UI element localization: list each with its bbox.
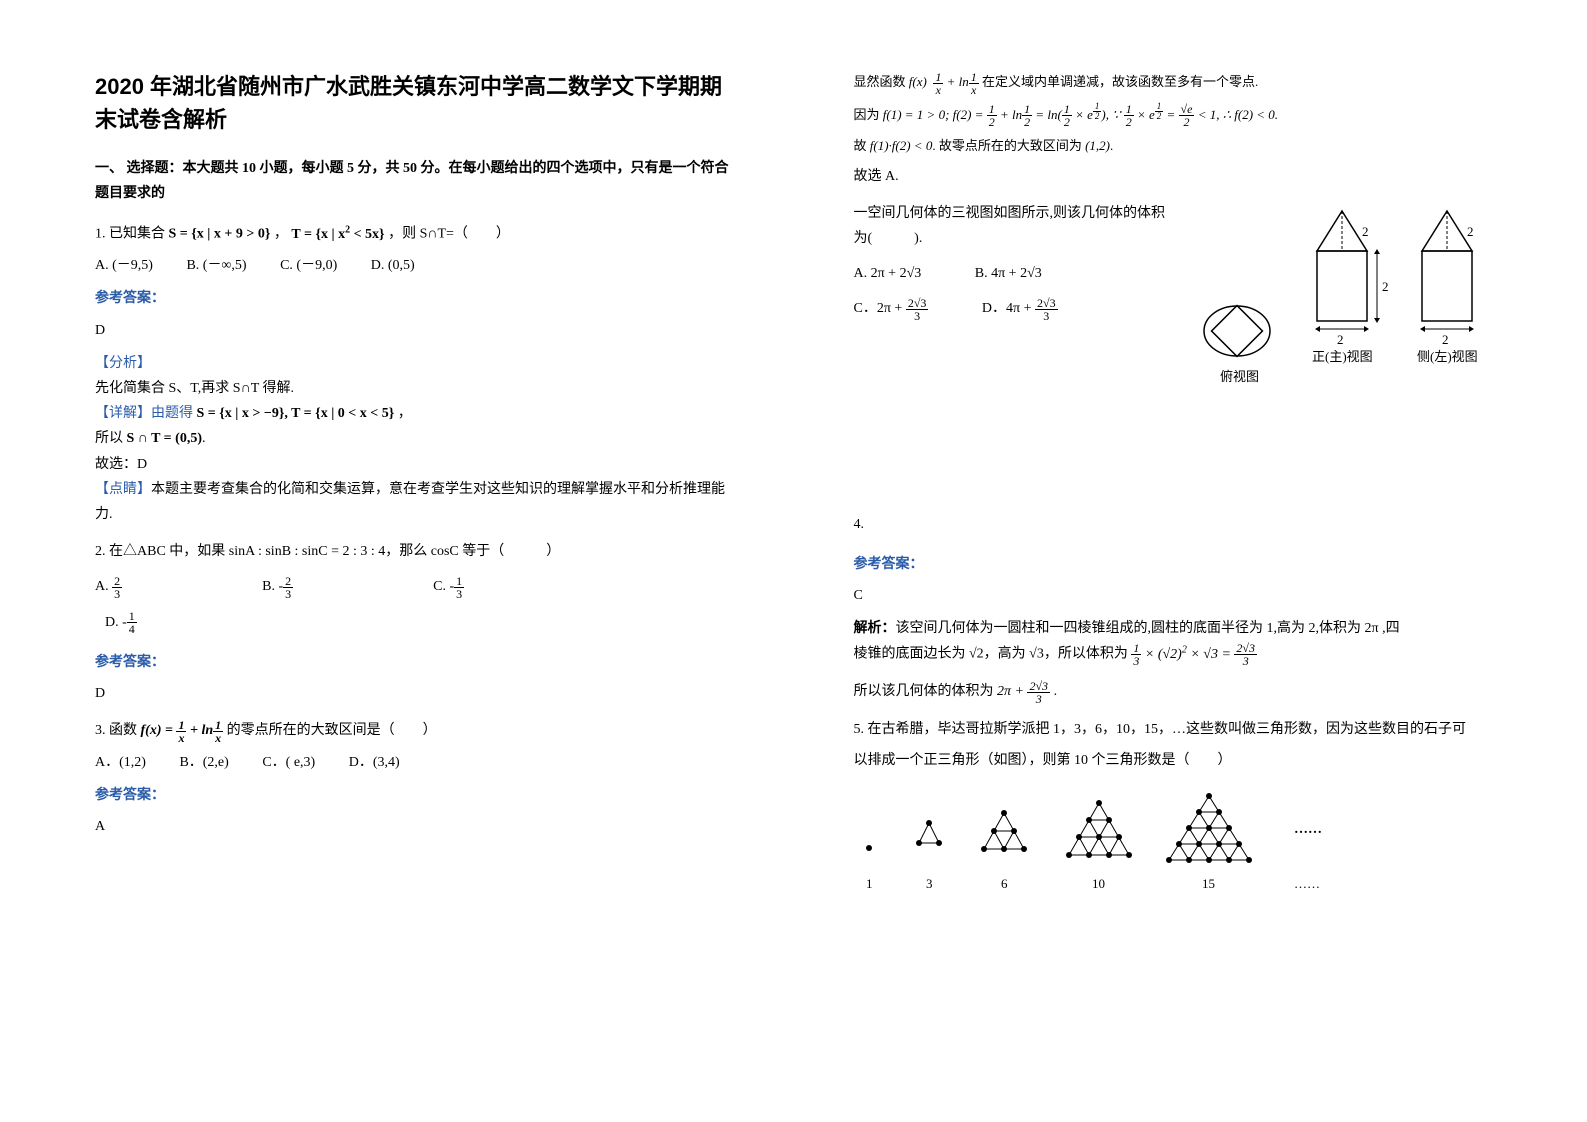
q2-opt-d-pre: D. (105, 615, 119, 630)
q4-opt-c: C．2π + 2√33 (854, 301, 932, 316)
q1-point-text: 本题主要考查集合的化简和交集运算，意在考查学生对这些知识的理解掌握水平和分析推理… (95, 482, 725, 522)
right-column: 显然函数 f(x) 1x + ln1x 在定义域内单调递减，故该函数至多有一个零… (794, 0, 1587, 1122)
q1-answer-label: 参考答案： (95, 286, 734, 311)
q1-point: 【点睛】本题主要考查集合的化简和交集运算，意在考查学生对这些知识的理解掌握水平和… (95, 477, 734, 527)
svg-text:10: 10 (1092, 876, 1105, 891)
svg-text:2: 2 (1382, 279, 1389, 294)
q4-jiexi3-pre: 所以该几何体的体积为 (854, 684, 994, 699)
q1-detail-label: 【详解】由题得 (95, 406, 193, 421)
question-2: 2. 在△ABC 中，如果 sinA : sinB : sinC = 2 : 3… (95, 539, 734, 706)
q5-stem2: 以排成一个正三角形（如图），则第 10 个三角形数是（ ） (854, 748, 1493, 773)
q1-stem-post: ，则 S∩T=（ ） (388, 227, 510, 242)
q2-opt-d: D. -14 (105, 610, 734, 635)
q3-answer: A (95, 814, 734, 839)
svg-text:正(主)视图: 正(主)视图 (1312, 349, 1373, 364)
q3-options: A．(1,2) B．(2,e) C．( e,3) D．(3,4) (95, 750, 734, 775)
q4-jiexi3-post: . (1054, 684, 1058, 699)
q1-detail: 【详解】由题得 S = {x | x > −9}, T = {x | 0 < x… (95, 401, 734, 426)
q3-expl1-post: 在定义域内单调递减，故该函数至多有一个零点. (982, 74, 1258, 89)
q4-stem: 一空间几何体的三视图如图所示,则该几何体的体积为( ). (854, 201, 1174, 251)
q1-analysis-label: 【分析】 (95, 351, 734, 376)
q2-answer-label: 参考答案： (95, 650, 734, 675)
q4-opts-ab: A. 2π + 2√3 B. 4π + 2√3 (854, 261, 1174, 286)
q2-stem: 2. 在△ABC 中，如果 sinA : sinB : sinC = 2 : 3… (95, 539, 734, 564)
q4-opt-d: D．4π + 2√33 (982, 301, 1058, 316)
q2-opt-c: C. -13 (433, 574, 464, 599)
svg-text:俯视图: 俯视图 (1220, 369, 1259, 384)
q3-expl2: 因为 f(1) = 1 > 0; f(2) = 12 + ln12 = ln(1… (854, 102, 1493, 129)
main-title: 2020 年湖北省随州市广水武胜关镇东河中学高二数学文下学期期末试卷含解析 (95, 70, 734, 136)
svg-text:……: …… (1294, 822, 1322, 837)
svg-text:6: 6 (1001, 876, 1008, 891)
q3-expl2-pre: 因为 (854, 107, 880, 122)
q2-opt-a-pre: A. (95, 579, 109, 594)
q4-answer: C (854, 583, 1493, 608)
svg-text:……: …… (1294, 876, 1320, 891)
q4-answer-label: 参考答案： (854, 552, 1493, 577)
q1-answer: D (95, 318, 734, 343)
q1-opt-b: B. (－∞,5) (186, 253, 246, 278)
q2-opt-a: A. 23 (95, 574, 122, 599)
q3-stem-post: 的零点所在的大致区间是（ ） (227, 723, 437, 738)
q2-opt-b: B. -23 (262, 574, 293, 599)
q4-opt-c-pre: C．2π + (854, 301, 903, 316)
question-3: 3. 函数 f(x) = 1x + ln1x 的零点所在的大致区间是（ ） A．… (95, 718, 734, 839)
q4-opt-b: B. 4π + 2√3 (975, 266, 1042, 281)
q3-stem: 3. 函数 f(x) = 1x + ln1x 的零点所在的大致区间是（ ） (95, 718, 734, 743)
q4-jiexi3: 所以该几何体的体积为 2π + 2√33 . (854, 679, 1493, 704)
svg-text:1: 1 (866, 876, 873, 891)
q1-point-label: 【点睛】 (95, 482, 151, 497)
svg-text:2: 2 (1337, 332, 1344, 347)
q3-expl3: 故 f(1)·f(2) < 0. 故零点所在的大致区间为 (1,2). (854, 134, 1493, 157)
q1-options: A. (－9,5) B. (－∞,5) C. (－9,0) D. (0,5) (95, 253, 734, 278)
question-1: 1. 已知集合 S = {x | x + 9 > 0} ， T = {x | x… (95, 221, 734, 527)
question-5: 5. 在古希腊，毕达哥拉斯学派把 1，3，6，10，15，…这些数叫做三角形数，… (854, 717, 1493, 908)
q3-expl1: 显然函数 f(x) 1x + ln1x 在定义域内单调递减，故该函数至多有一个零… (854, 70, 1493, 96)
q3-stem-pre: 3. 函数 (95, 723, 137, 738)
q1-opt-d: D. (0,5) (371, 253, 415, 278)
q3-expl1-pre: 显然函数 (854, 74, 906, 89)
three-view-diagram: 2 2 2 (1192, 201, 1492, 430)
question-3-cont: 显然函数 f(x) 1x + ln1x 在定义域内单调递减，故该函数至多有一个零… (854, 70, 1493, 189)
q4-jiexi2-pre: 棱锥的底面边长为 √2，高为 √3，所以体积为 (854, 647, 1128, 662)
question-4: 一空间几何体的三视图如图所示,则该几何体的体积为( ). A. 2π + 2√3… (854, 201, 1493, 537)
svg-text:2: 2 (1467, 224, 1474, 239)
q1-analysis1-text: 先化简集合 S、T,再求 S∩T 得解. (95, 381, 294, 396)
q1-stem: 1. 已知集合 S = {x | x + 9 > 0} ， T = {x | x… (95, 221, 734, 247)
q2-options-abc: A. 23 B. -23 C. -13 (95, 574, 734, 599)
q3-opt-d: D．(3,4) (349, 750, 400, 775)
q4-jiexi-label: 解析： (854, 621, 896, 636)
q2-answer: D (95, 681, 734, 706)
q4-opts-cd: C．2π + 2√33 D．4π + 2√33 (854, 296, 1174, 321)
section-intro: 一、 选择题：本大题共 10 小题，每小题 5 分，共 50 分。在每小题给出的… (95, 156, 734, 206)
triangle-numbers-diagram: …… 1 3 6 10 15 …… (854, 788, 1493, 907)
q1-select: 故选：D (95, 452, 734, 477)
svg-text:15: 15 (1202, 876, 1215, 891)
q3-answer-label: 参考答案： (95, 783, 734, 808)
q2-opt-b-pre: B. (262, 579, 275, 594)
q1-analysis1: 先化简集合 S、T,再求 S∩T 得解. (95, 376, 734, 401)
q4-opt-d-pre: D．4π + (982, 301, 1032, 316)
q1-so: 所以 S ∩ T = (0,5). (95, 426, 734, 451)
q2-opt-c-pre: C. (433, 579, 446, 594)
q3-expl4: 故选 A. (854, 164, 1493, 189)
q1-opt-a: A. (－9,5) (95, 253, 153, 278)
q5-stem1: 5. 在古希腊，毕达哥拉斯学派把 1，3，6，10，15，…这些数叫做三角形数，… (854, 717, 1493, 742)
q4-opt-a: A. 2π + 2√3 (854, 266, 922, 281)
svg-text:3: 3 (926, 876, 933, 891)
q1-opt-c: C. (－9,0) (280, 253, 337, 278)
q4-jiexi1-text: 该空间几何体为一圆柱和一四棱锥组成的,圆柱的底面半径为 1,高为 2,体积为 2… (896, 621, 1400, 636)
left-column: 2020 年湖北省随州市广水武胜关镇东河中学高二数学文下学期期末试卷含解析 一、… (0, 0, 794, 1122)
q3-opt-c: C．( e,3) (262, 750, 315, 775)
svg-text:2: 2 (1442, 332, 1449, 347)
q3-opt-a: A．(1,2) (95, 750, 146, 775)
svg-text:2: 2 (1362, 224, 1369, 239)
svg-text:侧(左)视图: 侧(左)视图 (1417, 349, 1478, 364)
q1-stem-pre: 1. 已知集合 (95, 227, 165, 242)
q4-jiexi2: 棱锥的底面边长为 √2，高为 √3，所以体积为 13 × (√2)2 × √3 … (854, 641, 1493, 667)
q4-jiexi1: 解析：该空间几何体为一圆柱和一四棱锥组成的,圆柱的底面半径为 1,高为 2,体积… (854, 616, 1493, 641)
q3-opt-b: B．(2,e) (179, 750, 228, 775)
